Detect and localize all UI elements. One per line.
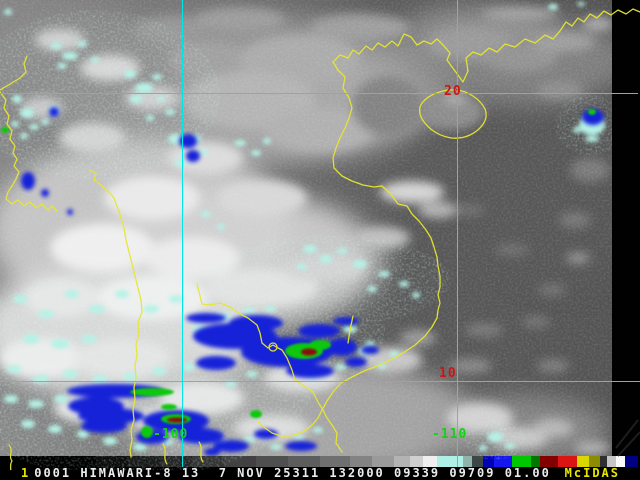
satellite-image[interactable] [0,0,640,470]
china-coastline [332,8,640,83]
color-scale-segment [96,456,128,467]
color-scale-segment [423,456,437,467]
border-segment [347,315,354,344]
color-scale-segment [0,456,96,467]
color-scale-segment [410,456,423,467]
color-scale-segment [288,456,320,467]
color-scale-segment [531,456,540,467]
color-scale-segment [160,456,192,467]
status-bar: 1 0001 HIMAWARI-8 13 7 NOV 25311 132000 … [0,467,640,480]
enhancement-red-layer [167,348,317,423]
gulf-of-thailand-coastline [196,283,343,453]
tonle-sap-outline [268,342,278,352]
bottom-annotation-area: 1 0001 HIMAWARI-8 13 7 NOV 25311 132000 … [0,456,640,480]
frame-number: 1 [21,466,31,480]
color-scale [0,456,640,467]
color-scale-segment [472,456,483,467]
sea-background [0,0,640,456]
color-scale-segment [320,456,350,467]
cloud-layer [0,5,640,456]
cold-top-speckle-texture [0,10,612,456]
grain-texture [0,0,612,456]
color-scale-segment [638,456,640,467]
map-overlay [0,8,640,470]
color-scale-segment [494,456,512,467]
enhancement-cyan-layer [4,2,605,451]
data-gap-band [612,0,640,457]
color-scale-segment [512,456,531,467]
enhancement-green-layer [1,109,596,438]
enhancement-blue-layer [21,107,604,456]
color-scale-segment [192,456,224,467]
cloud-detail-layer [0,8,614,455]
vietnam-coastline [257,61,441,437]
color-scale-segment [394,456,410,467]
color-scale-segment [616,456,625,467]
color-scale-segment [463,456,472,467]
color-scale-segment [224,456,256,467]
color-scale-segment [372,456,394,467]
color-scale-segment [600,456,607,467]
satellite-image-canvas [0,0,640,470]
color-scale-segment [540,456,558,467]
color-scale-segment [558,456,577,467]
color-scale-segment [589,456,600,467]
malay-peninsula-coastline [89,169,143,458]
color-scale-segment [483,456,494,467]
color-scale-segment [577,456,589,467]
color-scale-segment [350,456,372,467]
myanmar-coastline [0,91,58,212]
hainan-island-outline [418,89,487,139]
color-scale-segment [607,456,616,467]
color-scale-segment [256,456,288,467]
color-scale-segment [625,456,638,467]
color-scale-segment [437,456,463,467]
mcidas-brand: McIDAS [564,466,620,480]
status-text: 0001 HIMAWARI-8 13 7 NOV 25311 132000 09… [34,466,551,480]
myanmar-coastline-north [0,55,28,91]
color-scale-segment [128,456,160,467]
